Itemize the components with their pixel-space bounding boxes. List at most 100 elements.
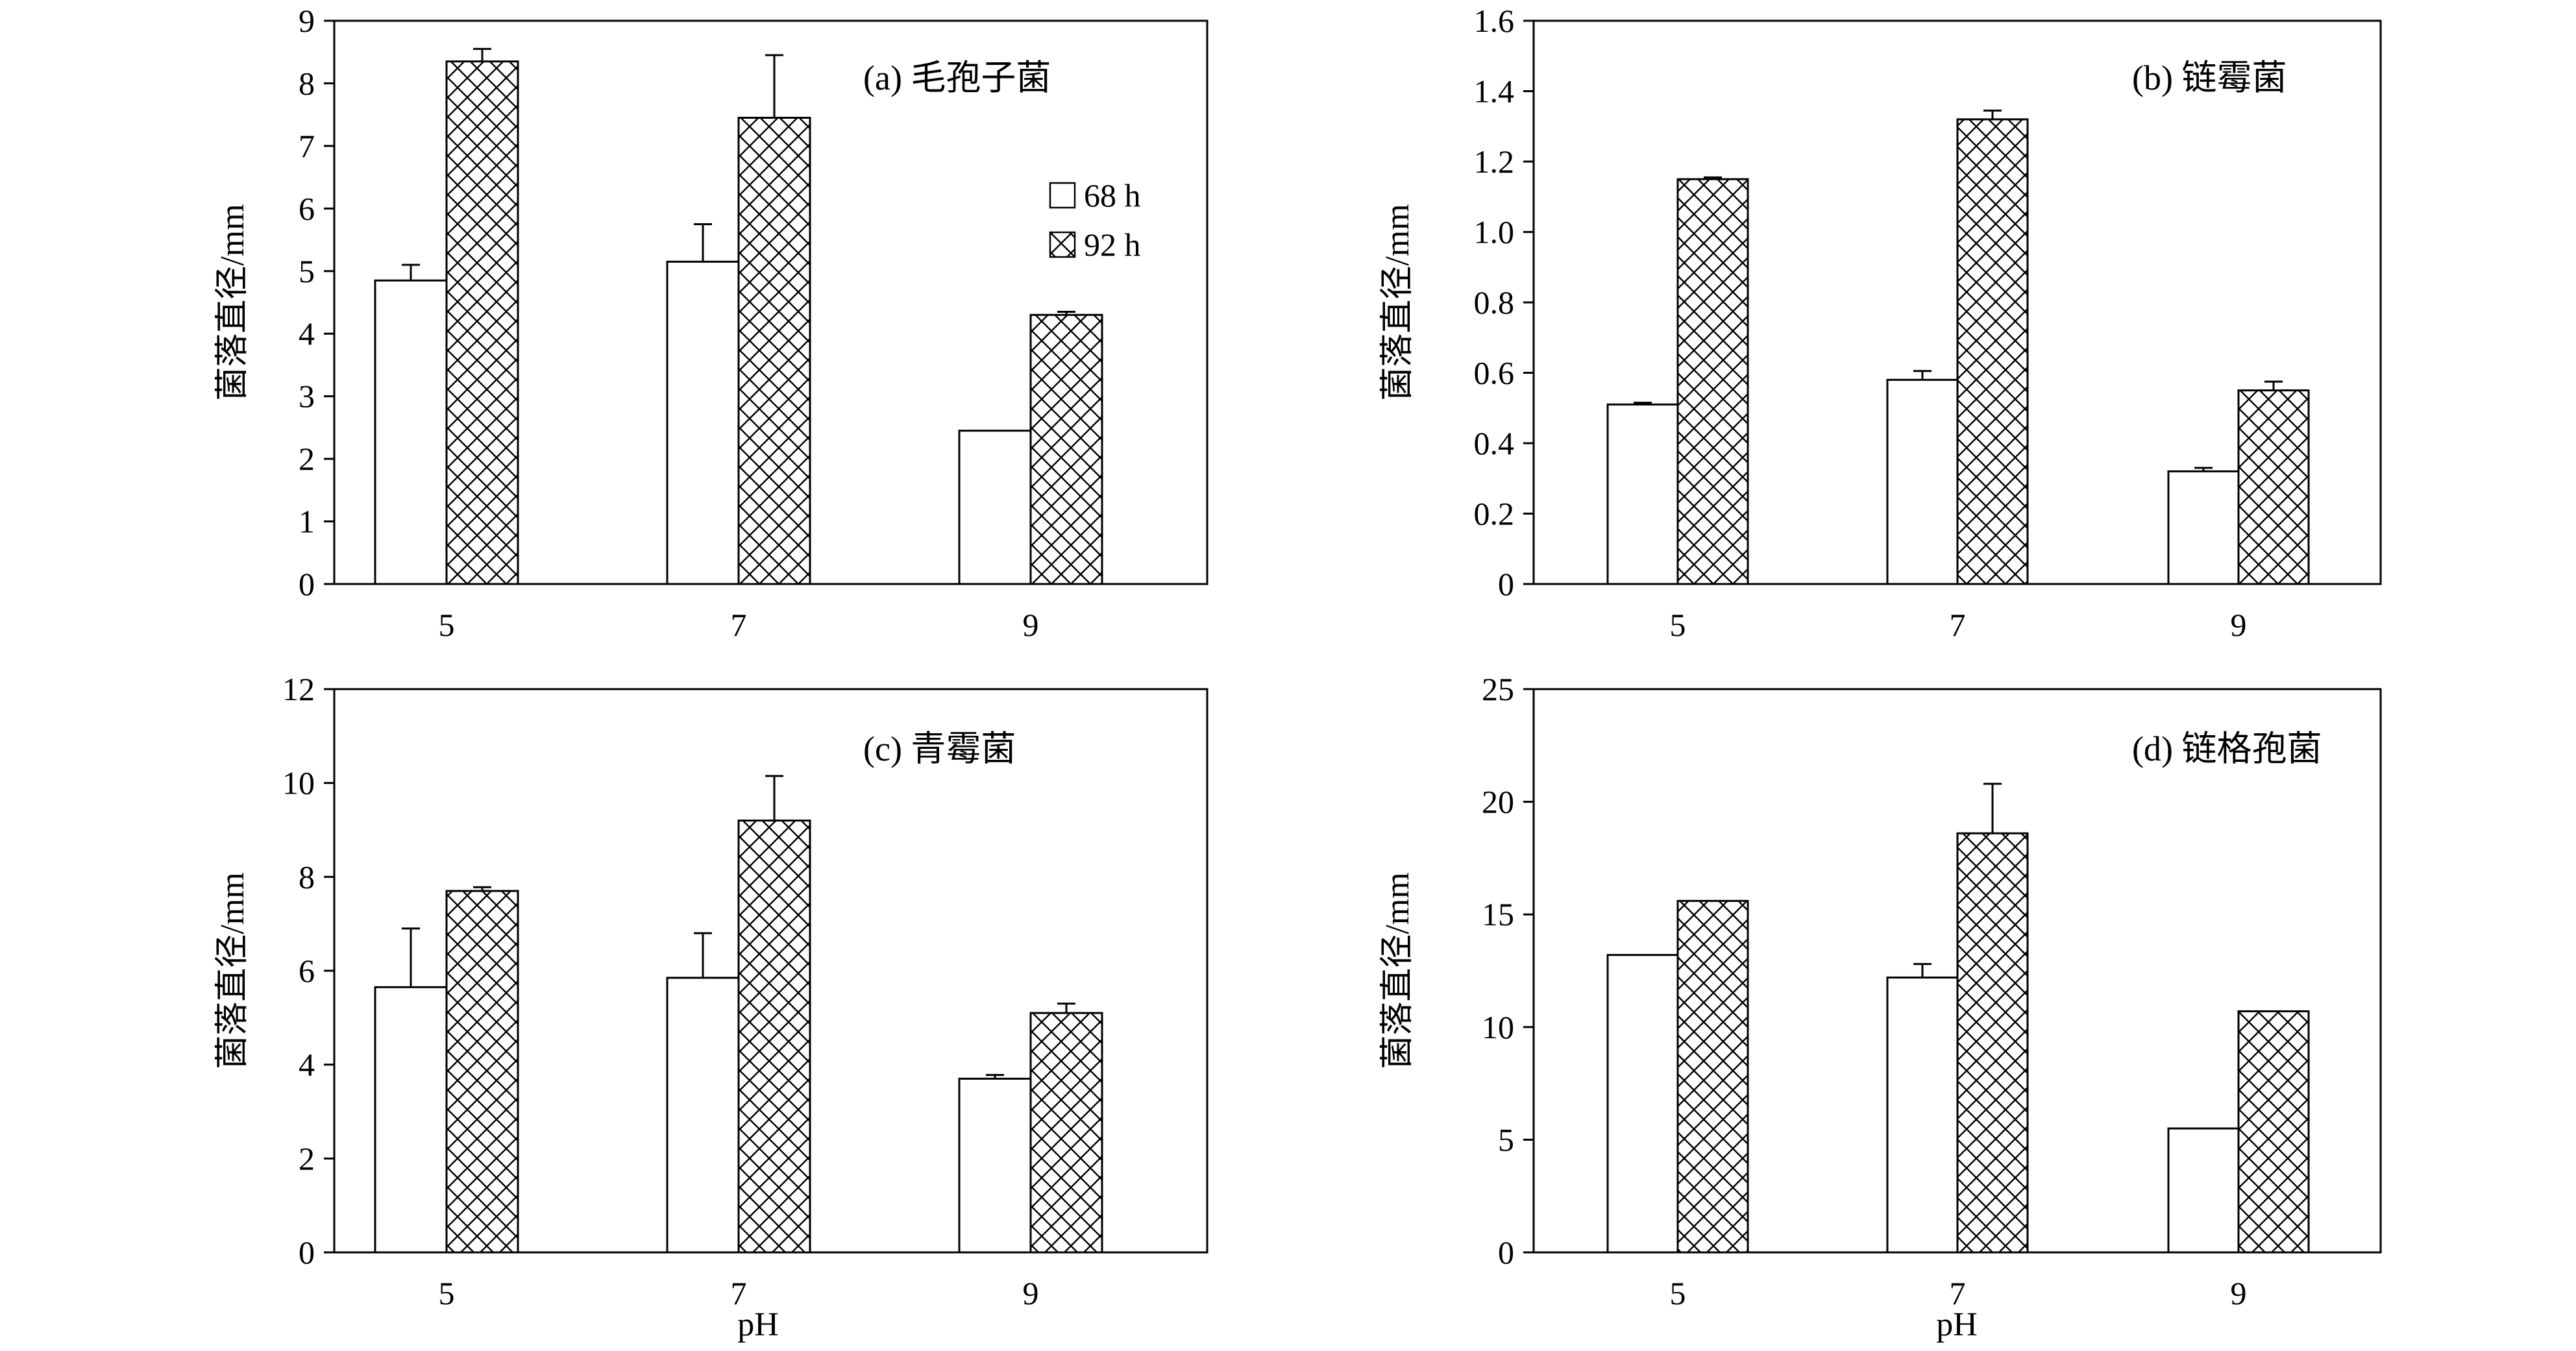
bar-92h-ph5 bbox=[445, 60, 519, 585]
chart-title: (c) 青霉菌 bbox=[863, 729, 1016, 768]
chart-title: (b) 链霉菌 bbox=[2132, 58, 2287, 97]
bar-92h-ph5 bbox=[1676, 899, 1749, 1254]
bar-68h-ph9 bbox=[2167, 470, 2240, 585]
x-tick-label: 9 bbox=[2231, 607, 2247, 643]
x-tick-label: 7 bbox=[731, 1275, 747, 1311]
y-tick-label: 9 bbox=[299, 3, 315, 39]
x-tick-label: 7 bbox=[1950, 1275, 1966, 1311]
bar-68h-ph5 bbox=[1606, 954, 1679, 1254]
chart-panel-c: 0 2 4 6 8 10 12 5 7 9 (c) 青霉菌 菌落直径/mm pH bbox=[214, 671, 1208, 1343]
x-axis-ticks: 5 7 9 bbox=[439, 1275, 1039, 1311]
bar-68h-ph9 bbox=[958, 430, 1032, 585]
y-tick-label: 1 bbox=[299, 504, 315, 540]
bar-92h-ph9 bbox=[1029, 1012, 1103, 1254]
legend: 68 h 92 h bbox=[1049, 177, 1141, 263]
x-axis-ticks: 5 7 9 bbox=[1670, 607, 2247, 643]
legend-label-68h: 68 h bbox=[1084, 177, 1141, 213]
bars bbox=[374, 47, 1103, 585]
chart-panel-a: 0 1 2 3 4 5 6 7 8 9 5 7 9 (a) 毛孢子菌 菌落直径/mm 68 h 92 … bbox=[214, 3, 1208, 643]
chart-title: (a) 毛孢子菌 bbox=[863, 58, 1051, 97]
x-axis-label: pH bbox=[737, 1306, 779, 1343]
x-tick-label: 5 bbox=[439, 607, 455, 643]
y-tick-label: 10 bbox=[282, 765, 315, 801]
y-tick-label: 0.6 bbox=[1474, 355, 1515, 391]
chart-title: (d) 链格孢菌 bbox=[2132, 729, 2322, 768]
legend-label-92h: 92 h bbox=[1084, 226, 1141, 263]
x-tick-label: 9 bbox=[1023, 1275, 1039, 1311]
y-tick-label: 12 bbox=[282, 671, 315, 707]
bar-68h-ph9 bbox=[958, 1077, 1032, 1254]
x-tick-label: 5 bbox=[1670, 607, 1686, 643]
y-tick-label: 10 bbox=[1482, 1009, 1514, 1045]
y-axis-label: 菌落直径/mm bbox=[214, 872, 251, 1069]
bar-68h-ph7 bbox=[1886, 976, 1959, 1254]
y-tick-label: 0 bbox=[1498, 1234, 1514, 1271]
bar-92h-ph7 bbox=[1956, 832, 2029, 1254]
y-tick-label: 5 bbox=[299, 253, 315, 289]
x-axis-ticks: 5 7 9 bbox=[439, 607, 1039, 643]
y-tick-label: 1.0 bbox=[1474, 214, 1515, 250]
bar-92h-ph9 bbox=[2237, 389, 2310, 585]
y-tick-label: 8 bbox=[299, 858, 315, 895]
bar-68h-ph7 bbox=[1886, 378, 1959, 585]
y-axis-ticks: 0 5 10 15 20 25 bbox=[1482, 671, 1534, 1271]
y-tick-label: 6 bbox=[299, 190, 315, 226]
bar-92h-ph9 bbox=[1029, 313, 1103, 585]
y-tick-label: 3 bbox=[299, 378, 315, 415]
y-tick-label: 20 bbox=[1482, 784, 1514, 820]
y-tick-label: 0.8 bbox=[1474, 284, 1515, 321]
bar-68h-ph5 bbox=[1606, 403, 1679, 585]
y-tick-label: 2 bbox=[299, 441, 315, 477]
y-tick-label: 0 bbox=[1498, 566, 1514, 602]
bar-92h-ph9 bbox=[2237, 1010, 2310, 1254]
y-tick-label: 2 bbox=[299, 1140, 315, 1176]
chart-panel-b: 0 0.2 0.4 0.6 0.8 1.0 1.2 1.4 1.6 5 7 9 (b) 链霉菌 菌落… bbox=[1379, 3, 2382, 643]
y-tick-label: 4 bbox=[299, 1047, 315, 1083]
y-axis-label: 菌落直径/mm bbox=[1379, 872, 1416, 1069]
y-tick-label: 4 bbox=[299, 315, 315, 352]
bar-68h-ph5 bbox=[374, 986, 448, 1254]
y-tick-label: 7 bbox=[299, 128, 315, 164]
y-tick-label: 0 bbox=[299, 566, 315, 602]
y-tick-label: 1.6 bbox=[1474, 3, 1515, 39]
y-tick-label: 8 bbox=[299, 65, 315, 101]
x-tick-label: 7 bbox=[1950, 607, 1966, 643]
chart-panel-d: 0 5 10 15 20 25 5 7 9 (d) 链格孢菌 菌落直径/mm pH bbox=[1379, 671, 2382, 1343]
y-tick-label: 0.2 bbox=[1474, 496, 1515, 532]
bar-92h-ph5 bbox=[445, 890, 519, 1254]
bar-68h-ph9 bbox=[2167, 1127, 2240, 1254]
bar-92h-ph7 bbox=[737, 820, 811, 1254]
bars bbox=[1606, 783, 2310, 1254]
x-tick-label: 5 bbox=[1670, 1275, 1686, 1311]
y-tick-label: 25 bbox=[1482, 671, 1514, 707]
bars bbox=[374, 775, 1103, 1254]
y-tick-label: 15 bbox=[1482, 896, 1514, 932]
bars bbox=[1606, 109, 2310, 585]
y-axis-ticks: 0 2 4 6 8 10 12 bbox=[282, 671, 334, 1271]
legend-swatch-92h bbox=[1049, 231, 1076, 258]
bar-92h-ph5 bbox=[1676, 178, 1749, 585]
y-tick-label: 1.2 bbox=[1474, 143, 1515, 180]
legend-swatch-68h bbox=[1049, 182, 1076, 209]
x-tick-label: 5 bbox=[439, 1275, 455, 1311]
bar-68h-ph5 bbox=[374, 279, 448, 585]
y-axis-ticks: 0 0.2 0.4 0.6 0.8 1.0 1.2 1.4 1.6 bbox=[1474, 3, 1534, 602]
y-axis-ticks: 0 1 2 3 4 5 6 7 8 9 bbox=[299, 3, 334, 602]
x-tick-label: 7 bbox=[731, 607, 747, 643]
x-axis-label: pH bbox=[1936, 1306, 1978, 1343]
y-tick-label: 0 bbox=[299, 1234, 315, 1271]
x-tick-label: 9 bbox=[2231, 1275, 2247, 1311]
y-tick-label: 6 bbox=[299, 953, 315, 989]
y-tick-label: 1.4 bbox=[1474, 73, 1515, 110]
x-tick-label: 9 bbox=[1023, 607, 1039, 643]
y-tick-label: 0.4 bbox=[1474, 425, 1515, 461]
bar-68h-ph7 bbox=[666, 260, 740, 585]
bar-92h-ph7 bbox=[1956, 118, 2029, 585]
bar-68h-ph7 bbox=[666, 977, 740, 1254]
y-axis-label: 菌落直径/mm bbox=[1379, 204, 1416, 400]
x-axis-ticks: 5 7 9 bbox=[1670, 1275, 2247, 1311]
bar-92h-ph7 bbox=[737, 116, 811, 585]
y-axis-label: 菌落直径/mm bbox=[214, 204, 251, 400]
y-tick-label: 5 bbox=[1498, 1121, 1514, 1158]
